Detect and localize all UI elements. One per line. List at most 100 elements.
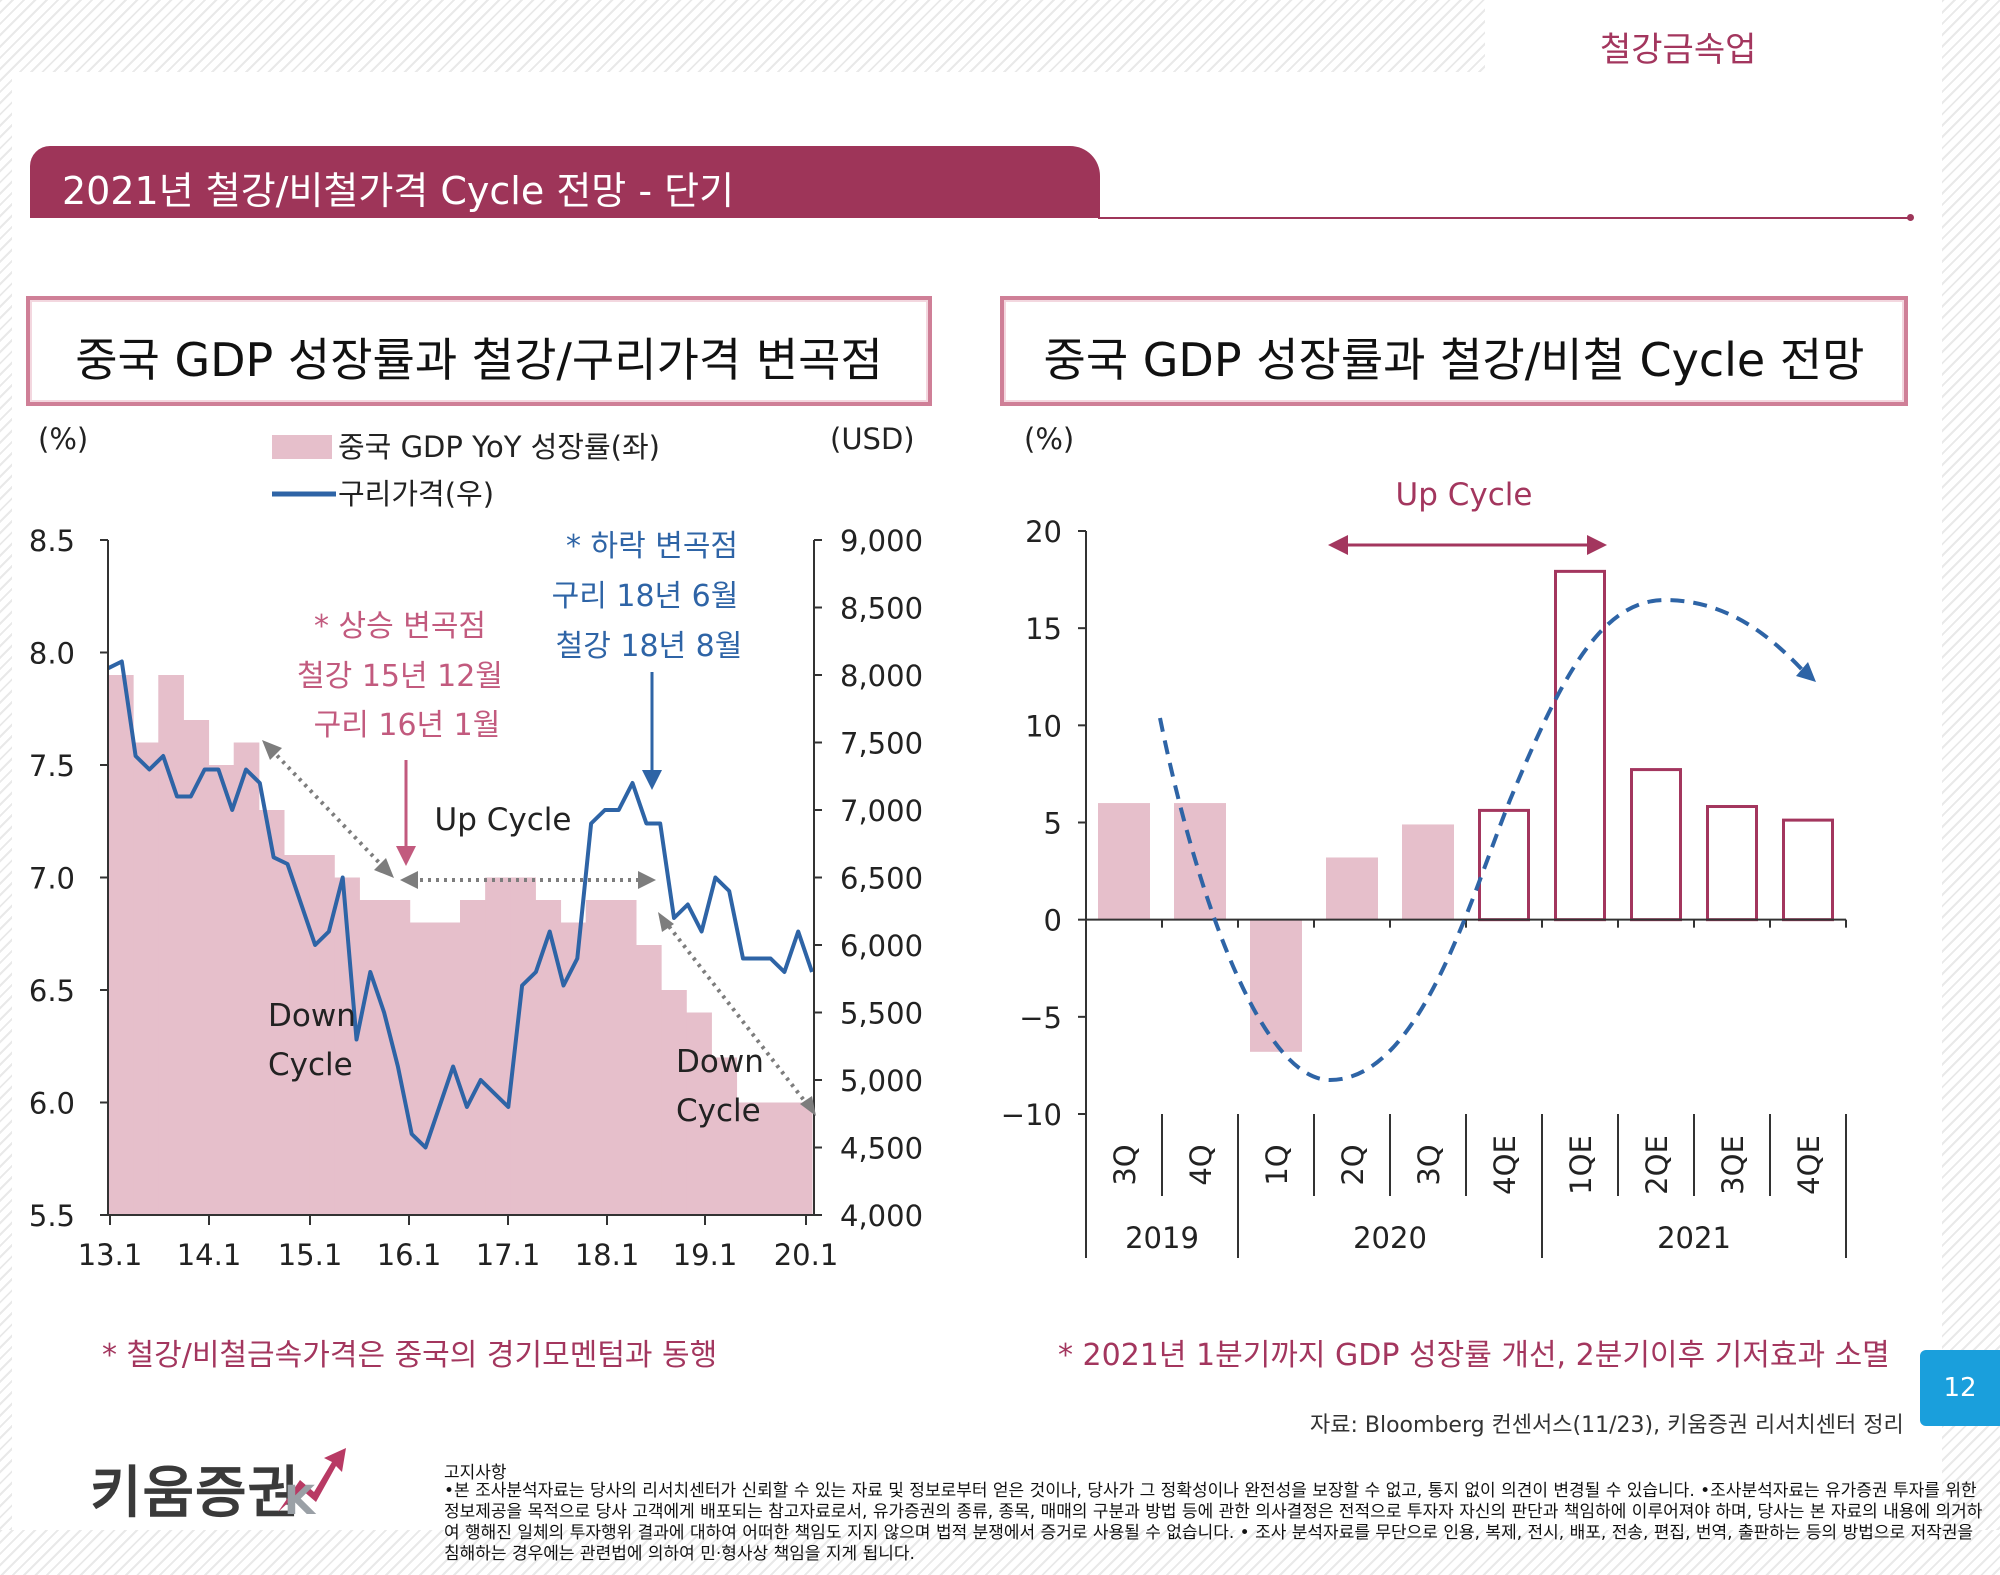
year-label: 2019 <box>1125 1221 1199 1255</box>
right-hatch-band <box>1942 0 2000 1575</box>
cycle-forecast-arrow-head <box>1796 662 1816 682</box>
category-label: 3Q <box>1108 1144 1142 1185</box>
right-chart-caption: * 2021년 1분기까지 GDP 성장률 개선, 2분기이후 기저효과 소멸 <box>1058 1338 1890 1373</box>
gdp-estimate-bar <box>1706 805 1758 922</box>
kiwoom-logo-text: 키움증권 <box>90 1461 301 1526</box>
section-label: 철강금속업 <box>1600 30 1757 70</box>
right-y-tick-label: 8,500 <box>840 592 923 626</box>
gdp-bar <box>786 1102 813 1215</box>
right-y-tick-label: 7,500 <box>840 727 923 761</box>
category-label: 1QE <box>1564 1135 1598 1195</box>
left-y-tick-label: 8.5 <box>29 524 75 558</box>
right-y-tick-label: 6,500 <box>840 862 923 896</box>
left-chart-title-box: 중국 GDP 성장률과 철강/구리가격 변곡점 <box>26 296 932 406</box>
gdp-bar <box>208 765 235 1215</box>
gdp-bar <box>610 900 637 1215</box>
down-cycle-2-label-line1: Down <box>676 1044 764 1080</box>
gdp-bar <box>359 900 386 1215</box>
gdp-bar <box>233 742 260 1215</box>
x-tick-label: 19.1 <box>673 1238 738 1272</box>
gdp-estimate-bar <box>1630 768 1682 922</box>
left-y-tick-label: 6.5 <box>29 974 75 1008</box>
left-y-tick-label: 7.5 <box>29 749 75 783</box>
right-y-tick-label: 5,500 <box>840 997 923 1031</box>
category-label: 4Q <box>1184 1144 1218 1185</box>
gdp-bar <box>636 945 662 1215</box>
category-label: 2Q <box>1336 1144 1370 1185</box>
page-title: 2021년 철강/비철가격 Cycle 전망 - 단기 <box>62 169 735 213</box>
gdp-bar <box>761 1102 788 1215</box>
legend-line-label: 구리가격(우) <box>338 477 494 511</box>
right-y-tick-label: 4,500 <box>840 1132 923 1166</box>
left-y-tick-label: 6.0 <box>29 1087 75 1121</box>
up-turn-copper: 구리 16년 1월 <box>314 708 501 743</box>
y-unit-label: (%) <box>1024 422 1074 456</box>
year-label: 2021 <box>1657 1221 1731 1255</box>
gdp-bar <box>686 1012 712 1215</box>
up-cycle-arrow-right-head <box>1587 535 1607 555</box>
y-tick-label: −10 <box>1001 1098 1062 1132</box>
up-cycle-arrow-start <box>400 871 418 889</box>
left-chart-title: 중국 GDP 성장률과 철강/구리가격 변곡점 <box>75 333 883 387</box>
left-unit-label: (%) <box>38 422 88 456</box>
right-y-tick-label: 6,000 <box>840 929 923 963</box>
category-label: 3QE <box>1716 1135 1750 1195</box>
x-tick-label: 18.1 <box>575 1238 640 1272</box>
down-cycle-1-trend <box>264 742 392 876</box>
legend-bar-label: 중국 GDP YoY 성장률(좌) <box>338 430 660 464</box>
gdp-bar <box>258 810 285 1215</box>
page-number: 12 <box>1920 1350 2000 1426</box>
up-turn-arrow-head <box>396 846 416 866</box>
gdp-actual-bar <box>1174 803 1226 920</box>
up-cycle-arrow-left-head <box>1328 535 1348 555</box>
kiwoom-logo-arrow-icon: K <box>278 1448 346 1520</box>
right-y-tick-label: 7,000 <box>840 794 923 828</box>
y-tick-label: −5 <box>1019 1001 1062 1035</box>
gdp-actual-bar <box>1098 803 1150 920</box>
category-label: 4QE <box>1488 1135 1522 1195</box>
category-label: 4QE <box>1792 1135 1826 1195</box>
gdp-actual-bar <box>1402 824 1454 920</box>
down-cycle-2-arrow-end <box>800 1096 816 1116</box>
left-chart-caption: * 철강/비철금속가격은 중국의 경기모멘텀과 동행 <box>102 1338 718 1373</box>
down-cycle-1-label-line1: Down <box>268 998 356 1034</box>
up-cycle-label: Up Cycle <box>1396 477 1533 513</box>
category-label: 2QE <box>1640 1135 1674 1195</box>
down-turn-arrow-head <box>642 770 662 790</box>
legend-bar-swatch <box>272 435 332 459</box>
gdp-bar <box>736 1102 763 1215</box>
left-y-tick-label: 5.5 <box>29 1199 75 1233</box>
gdp-bar <box>409 922 436 1215</box>
gdp-estimate-bar <box>1554 569 1606 922</box>
down-cycle-2-arrow-start <box>658 912 674 932</box>
gdp-bar <box>108 675 134 1215</box>
gdp-bar <box>485 877 511 1215</box>
y-tick-label: 20 <box>1025 515 1062 549</box>
down-cycle-1-label-line2: Cycle <box>268 1047 353 1083</box>
source-note: 자료: Bloomberg 컨센서스(11/23), 키움증권 리서치센터 정리 <box>1310 1413 1904 1438</box>
y-tick-label: 0 <box>1044 904 1062 938</box>
section-tab <box>1485 0 1942 72</box>
category-label: 1Q <box>1260 1144 1294 1185</box>
right-chart-title-box: 중국 GDP 성장률과 철강/비철 Cycle 전망 <box>1000 296 1908 406</box>
left-chart: 8.5 8.0 7.5 7.0 6.5 6.0 5.5 9,000 8,500 8,000 7,50… <box>29 422 923 1272</box>
gdp-bar <box>183 720 210 1215</box>
category-label: 3Q <box>1412 1144 1446 1185</box>
x-tick-label: 14.1 <box>177 1238 242 1272</box>
gdp-estimate-bar <box>1478 808 1530 922</box>
notice-title: 고지사항 <box>444 1463 507 1483</box>
left-y-tick-label: 8.0 <box>29 637 75 671</box>
right-y-tick-label: 4,000 <box>840 1199 923 1233</box>
gdp-bar <box>309 855 335 1215</box>
y-tick-label: 10 <box>1025 709 1062 743</box>
cycle-forecast-curve <box>1158 597 1810 1083</box>
gdp-bar <box>560 922 587 1215</box>
x-tick-label: 17.1 <box>476 1238 541 1272</box>
y-tick-label: 5 <box>1044 807 1062 841</box>
right-y-tick-label: 5,000 <box>840 1064 923 1098</box>
svg-text:K: K <box>284 1478 317 1520</box>
notice-body: •본 조사분석자료는 당사의 리서치센터가 신뢰할 수 있는 자료 및 정보로부… <box>444 1481 1983 1564</box>
up-turn-title: * 상승 변곡점 <box>314 609 486 644</box>
up-cycle-label: Up Cycle <box>435 802 572 838</box>
gdp-bar <box>434 922 461 1215</box>
